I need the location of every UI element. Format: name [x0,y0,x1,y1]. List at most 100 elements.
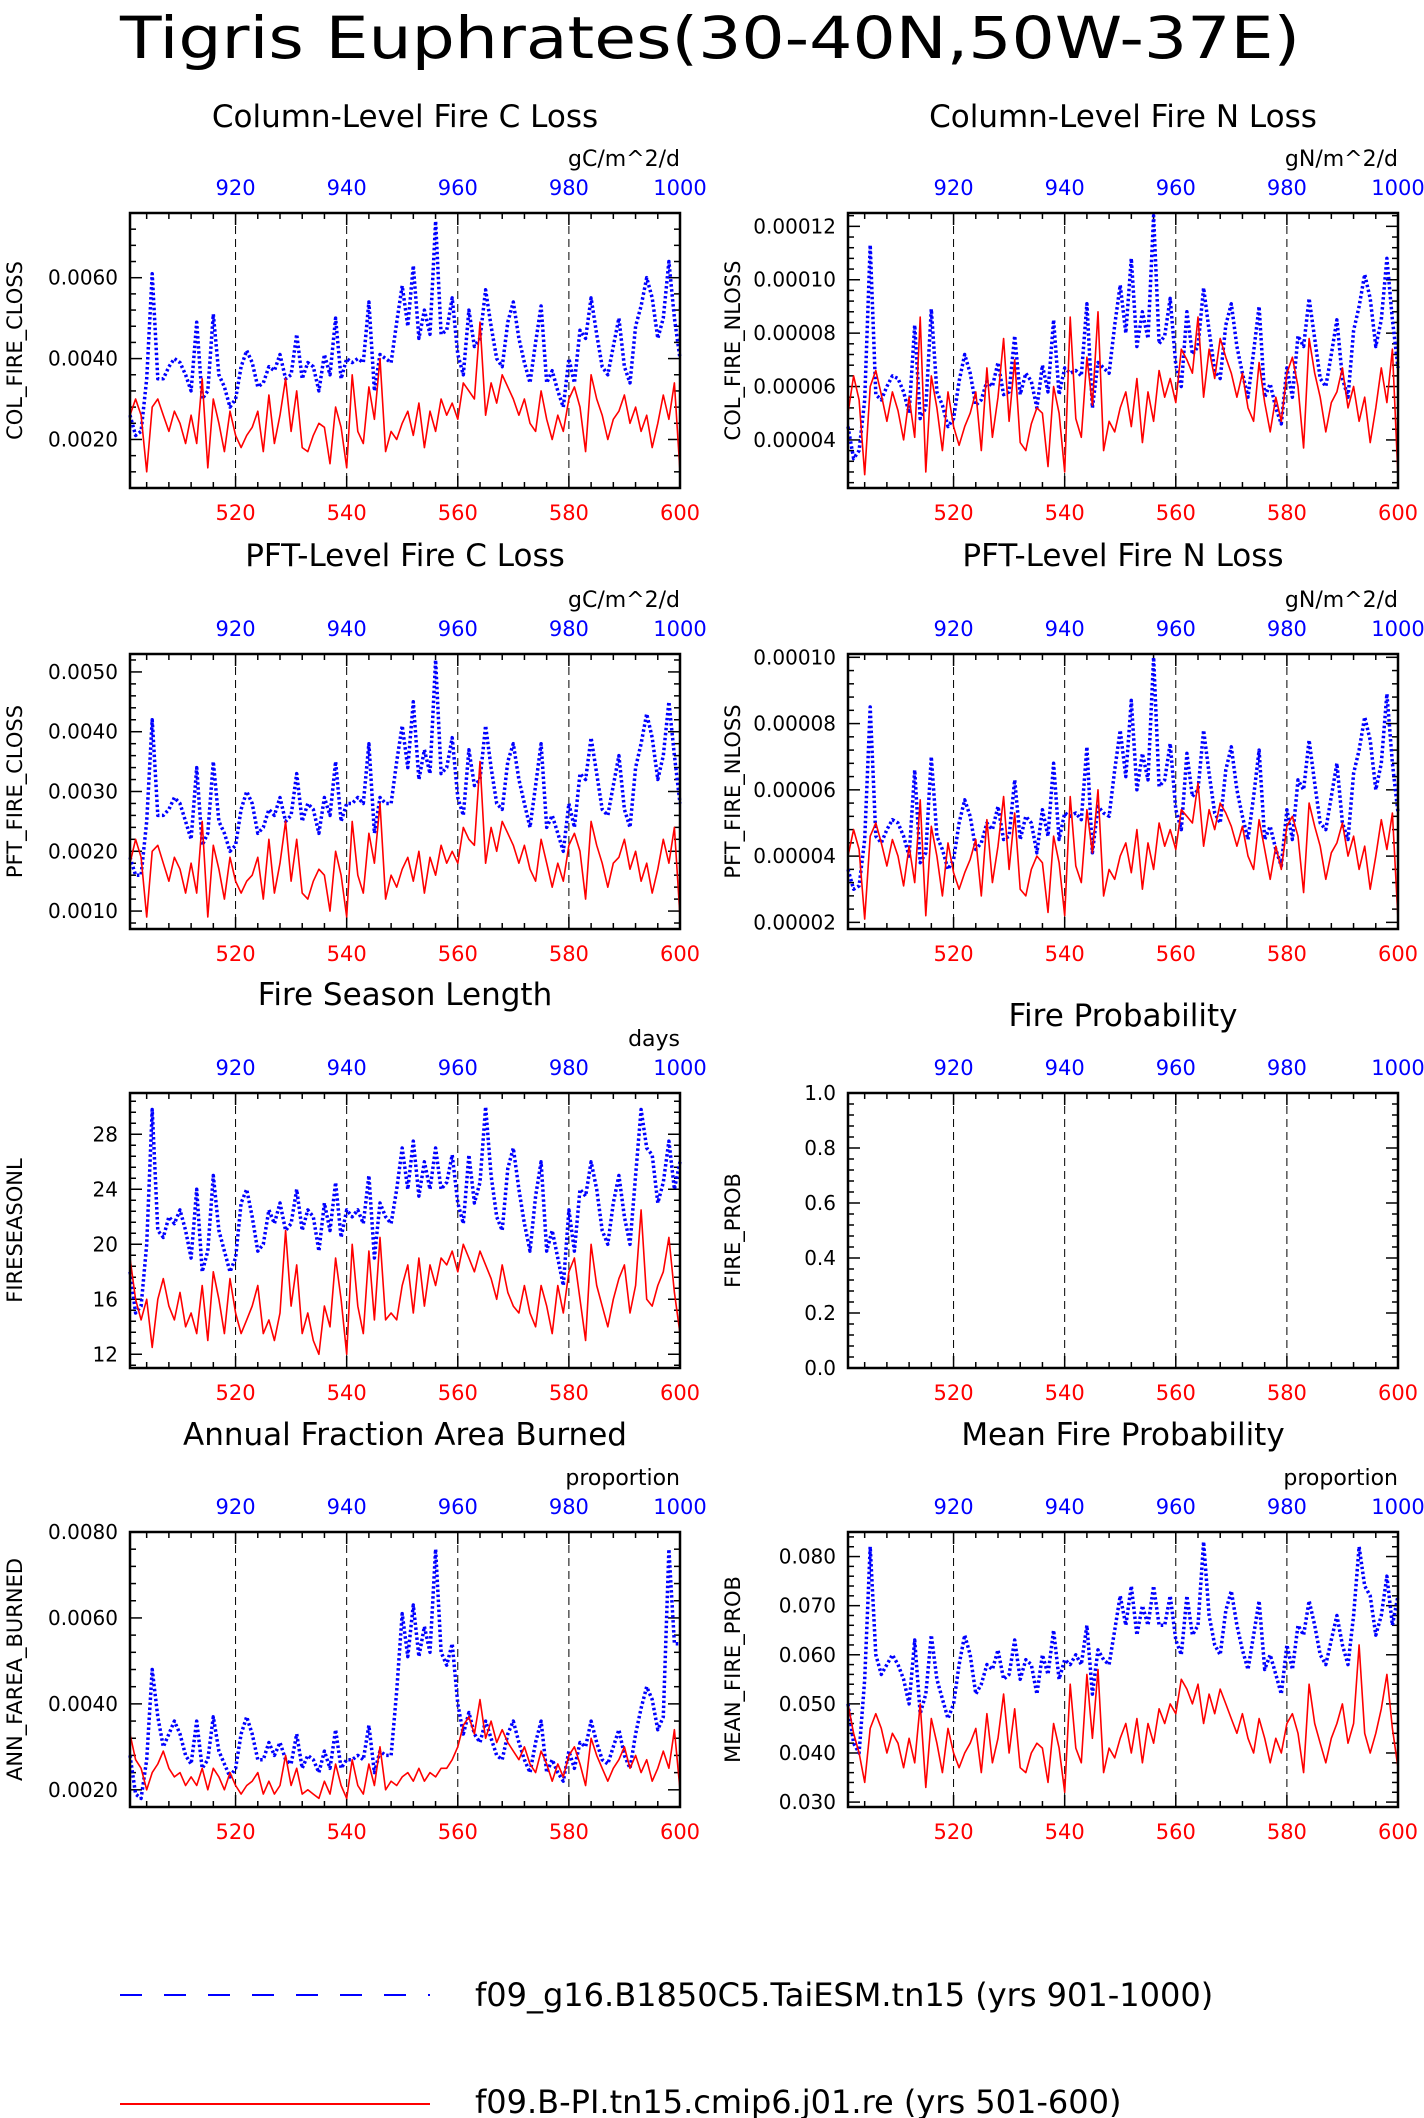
y-tick-label: 16 [93,1287,118,1311]
x-tick-label-bottom: 580 [549,942,589,966]
x-tick-label-bottom: 560 [1156,942,1196,966]
series-line-case2 [847,310,1399,478]
y-tick-label: 0.0060 [48,266,118,290]
y-tick-label: 0.0040 [48,720,118,744]
y-tick-label: 0.6 [804,1191,836,1215]
x-tick-label-top: 940 [327,617,367,641]
series-line-case1 [846,213,1400,461]
x-tick-label-bottom: 600 [1378,1820,1418,1844]
x-tick-label-bottom: 520 [216,1381,256,1405]
x-tick-label-bottom: 560 [438,1381,478,1405]
y-tick-label: 0.0010 [48,899,118,923]
y-tick-label: 0.060 [779,1643,836,1667]
y-tick-label: 0.080 [779,1545,836,1569]
x-tick-label-top: 940 [1045,176,1085,200]
x-tick-label-top: 1000 [653,617,706,641]
x-tick-label-top: 960 [438,1495,478,1519]
x-tick-label-top: 980 [549,176,589,200]
x-tick-label-bottom: 560 [1156,1381,1196,1405]
y-tick-label: 0.0060 [48,1606,118,1630]
y-axis-label: FIRE_PROB [721,1173,746,1288]
x-tick-label-top: 920 [216,1495,256,1519]
series-line-case1 [128,658,682,877]
x-tick-label-bottom: 600 [660,942,700,966]
x-tick-label-bottom: 560 [438,501,478,525]
x-tick-label-bottom: 520 [216,501,256,525]
x-tick-label-top: 980 [1267,1056,1307,1080]
x-tick-label-top: 940 [327,1495,367,1519]
x-tick-label-bottom: 580 [1267,1381,1307,1405]
chart-units: gC/m^2/d [568,147,680,172]
chart-title: Column-Level Fire C Loss [212,99,598,135]
x-tick-label-top: 960 [438,176,478,200]
y-tick-label: 0.00008 [753,321,836,345]
x-tick-label-top: 920 [934,176,974,200]
x-tick-label-bottom: 540 [327,1820,367,1844]
series-line-case1 [128,1105,682,1315]
x-tick-label-top: 960 [1156,176,1196,200]
x-tick-label-top: 1000 [1371,1495,1424,1519]
y-tick-label: 0.0050 [48,660,118,684]
x-tick-label-bottom: 540 [327,942,367,966]
x-tick-label-bottom: 560 [438,942,478,966]
y-tick-label: 0.2 [804,1301,836,1325]
series-line-case2 [129,1209,681,1356]
y-tick-label: 0.050 [779,1692,836,1716]
chart-title: Column-Level Fire N Loss [929,99,1317,135]
x-tick-label-bottom: 540 [1045,1381,1085,1405]
x-tick-label-top: 1000 [653,1495,706,1519]
figure-title: Tigris Euphrates(30-40N,50W-37E) [119,4,1300,72]
series-line-case1 [128,1547,680,1801]
y-tick-label: 28 [93,1122,118,1146]
chart-panels: Column-Level Fire C Loss gC/m^2/d 520 540 56… [3,99,1424,1844]
series-line-case2 [847,782,1399,920]
series-line-case1 [846,655,1400,891]
x-tick-label-bottom: 540 [1045,501,1085,525]
x-tick-label-top: 1000 [1371,1056,1424,1080]
x-tick-label-top: 1000 [1371,176,1424,200]
y-tick-label: 20 [93,1232,118,1256]
plot-frame [846,1091,1400,1370]
x-tick-label-bottom: 580 [549,1820,589,1844]
x-tick-label-top: 940 [1045,1495,1085,1519]
y-tick-label: 0.00010 [753,268,836,292]
series-line-case1 [128,219,682,438]
y-tick-label: 0.0020 [48,1778,118,1802]
y-tick-label: 0.00008 [753,712,836,736]
chart-panel: Annual Fraction Area Burned proportion 520… [3,1417,707,1844]
x-tick-label-bottom: 580 [549,501,589,525]
chart-title: Fire Season Length [258,977,552,1013]
plot-frame [128,1530,682,1809]
chart-title: Fire Probability [1008,998,1237,1034]
x-tick-label-bottom: 540 [1045,1820,1085,1844]
x-tick-label-bottom: 580 [1267,942,1307,966]
y-tick-label: 0.0020 [48,427,118,451]
x-tick-label-top: 1000 [653,176,706,200]
plot-frame [128,652,682,931]
x-tick-label-bottom: 520 [934,1820,974,1844]
x-tick-label-top: 960 [1156,1495,1196,1519]
x-tick-label-bottom: 600 [1378,942,1418,966]
x-tick-label-bottom: 560 [438,1820,478,1844]
x-tick-label-top: 920 [934,1056,974,1080]
chart-title: PFT-Level Fire N Loss [962,538,1283,574]
x-tick-label-top: 940 [1045,617,1085,641]
x-tick-label-top: 960 [438,617,478,641]
x-tick-label-bottom: 600 [660,1381,700,1405]
chart-panel: Fire Probability 520 540 560 580 600 920 940 960… [721,998,1424,1405]
x-tick-label-bottom: 520 [934,1381,974,1405]
y-tick-label: 0.0040 [48,1692,118,1716]
y-axis-label: PFT_FIRE_CLOSS [3,705,28,878]
x-tick-label-bottom: 600 [660,501,700,525]
y-tick-label: 0.00006 [753,375,836,399]
plot-frame [846,1530,1400,1809]
x-tick-label-bottom: 580 [549,1381,589,1405]
x-tick-label-top: 980 [1267,176,1307,200]
y-tick-label: 0.00010 [753,645,836,669]
plot-frame [128,1091,682,1370]
x-tick-label-bottom: 560 [1156,501,1196,525]
x-tick-label-top: 980 [1267,617,1307,641]
